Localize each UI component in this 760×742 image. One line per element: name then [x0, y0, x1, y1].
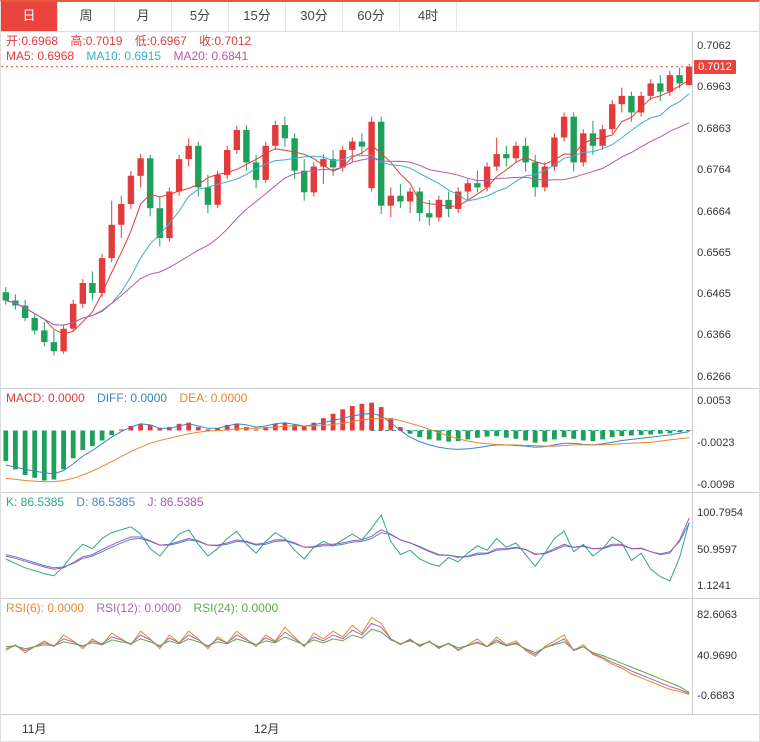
kdj-legend: K: 86.5385 D: 86.5385 J: 86.5385	[6, 495, 213, 510]
price-axis-label: 0.6963	[697, 81, 731, 94]
dea-readout: DEA: 0.0000	[179, 391, 248, 405]
ma-readout: MA5: 0.6968 MA10: 0.6915 MA20: 0.6841	[6, 49, 260, 64]
price-axis-label: 0.6863	[697, 122, 731, 135]
period-tab-2[interactable]: 周	[58, 2, 115, 31]
rsi-panel: RSI(6): 0.0000 RSI(12): 0.0000 RSI(24): …	[1, 599, 759, 715]
rsi-axis-label: -0.6683	[697, 690, 735, 702]
period-tab-1[interactable]: 日	[1, 2, 58, 31]
ma5-readout: MA5: 0.6968	[6, 49, 75, 63]
macd-chart	[3, 402, 693, 483]
price-axis: 0.7012 0.7062 0.6963 0.6863 0.6764 0.6664 0.6…	[692, 32, 759, 388]
kdj-axis-label: 100.7954	[697, 507, 744, 519]
kdj-chart	[5, 513, 690, 582]
high-readout: 高:0.7019	[70, 34, 123, 48]
rsi12-readout: RSI(12): 0.0000	[96, 601, 182, 615]
diff-readout: DIFF: 0.0000	[97, 391, 168, 405]
kdj-axis: 100.7954 50.9597 1.1241	[692, 493, 759, 598]
k-readout: K: 86.5385	[6, 495, 65, 509]
price-axis-label: 0.6664	[697, 205, 731, 218]
ma20-readout: MA20: 0.6841	[173, 49, 249, 63]
macd-legend: MACD: 0.0000 DIFF: 0.0000 DEA: 0.0000	[6, 391, 256, 406]
time-axis-label: 11月	[22, 722, 47, 736]
rsi-axis-label: 82.6063	[697, 609, 737, 621]
period-tabbar: 日周月 5分 15分 30分 60分 4时	[1, 2, 759, 32]
rsi24-readout: RSI(24): 0.0000	[193, 601, 279, 615]
period-tab-6[interactable]: 30分	[286, 2, 343, 31]
period-tab-4[interactable]: 5分	[172, 2, 229, 31]
macd-axis: 0.0053 -0.0023 -0.0098	[692, 389, 759, 492]
period-tab-3[interactable]: 月	[115, 2, 172, 31]
macd-panel: MACD: 0.0000 DIFF: 0.0000 DEA: 0.0000 0.…	[1, 389, 759, 493]
macd-axis-label: 0.0053	[697, 395, 731, 407]
ma10-readout: MA10: 0.6915	[86, 49, 162, 63]
price-axis-label: 0.6366	[697, 329, 731, 342]
price-legend: 开:0.6968 高:0.7019 低:0.6967 收:0.7012 MA5:…	[6, 34, 260, 64]
close-readout: 收:0.7012	[199, 34, 252, 48]
kdj-panel: K: 86.5385 D: 86.5385 J: 86.5385 100.795…	[1, 493, 759, 599]
price-axis-label: 0.6565	[697, 246, 731, 259]
ohlc-readout: 开:0.6968 高:0.7019 低:0.6967 收:0.7012	[6, 34, 260, 49]
macd-plot[interactable]: MACD: 0.0000 DIFF: 0.0000 DEA: 0.0000	[1, 389, 693, 492]
price-plot[interactable]: 开:0.6968 高:0.7019 低:0.6967 收:0.7012 MA5:…	[1, 32, 693, 388]
price-axis-label: 0.6266	[697, 371, 731, 383]
kdj-plot[interactable]: K: 86.5385 D: 86.5385 J: 86.5385	[1, 493, 693, 598]
macd-axis-label: -0.0098	[697, 479, 735, 491]
rsi-axis-label: 40.9690	[697, 649, 737, 662]
rsi-chart	[5, 616, 690, 695]
candlestick-chart	[1, 63, 693, 356]
low-readout: 低:0.6967	[134, 34, 187, 48]
rsi-plot[interactable]: RSI(6): 0.0000 RSI(12): 0.0000 RSI(24): …	[1, 599, 693, 714]
time-axis-label: 12月	[254, 722, 280, 736]
macd-readout: MACD: 0.0000	[6, 391, 85, 405]
price-axis-label: 0.6465	[697, 288, 731, 301]
rsi6-readout: RSI(6): 0.0000	[6, 601, 85, 615]
current-price-tag: 0.7012	[694, 59, 736, 74]
price-panel: 开:0.6968 高:0.7019 低:0.6967 收:0.7012 MA5:…	[1, 32, 759, 389]
period-tab-8[interactable]: 4时	[400, 2, 457, 31]
open-readout: 开:0.6968	[6, 34, 59, 48]
time-axis: 11月 12月	[1, 715, 759, 741]
macd-axis-label: -0.0023	[697, 437, 735, 450]
period-tab-7[interactable]: 60分	[343, 2, 400, 31]
rsi-legend: RSI(6): 0.0000 RSI(12): 0.0000 RSI(24): …	[6, 601, 287, 616]
period-tab-5[interactable]: 15分	[229, 2, 286, 31]
kdj-axis-label: 50.9597	[697, 543, 737, 556]
price-axis-label: 0.7062	[697, 40, 731, 52]
j-readout: J: 86.5385	[147, 495, 204, 509]
d-readout: D: 86.5385	[76, 495, 136, 509]
kdj-axis-label: 1.1241	[697, 580, 731, 592]
price-axis-label: 0.6764	[697, 163, 731, 176]
rsi-axis-strip: 82.6063 40.9690 -0.6683	[692, 599, 759, 714]
